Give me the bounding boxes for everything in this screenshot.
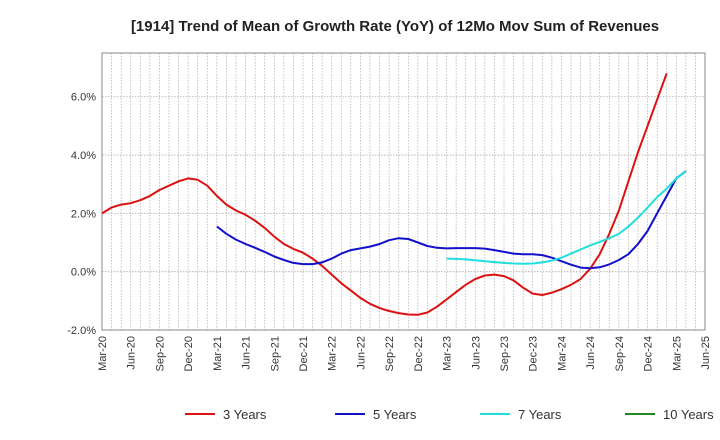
x-tick-label: Dec-24 bbox=[643, 336, 655, 371]
y-axis: -2.0% 0.0% 2.0% 4.0% 6.0% bbox=[67, 92, 96, 337]
y-tick-label: -2.0% bbox=[67, 325, 96, 337]
x-tick-label: Mar-25 bbox=[671, 336, 683, 371]
x-tick-label: Mar-23 bbox=[442, 336, 454, 371]
x-tick-label: Dec-21 bbox=[298, 336, 310, 371]
x-tick-label: Mar-22 bbox=[327, 336, 339, 371]
y-tick-label: 4.0% bbox=[71, 150, 96, 162]
series-line-5-years bbox=[216, 170, 687, 270]
legend-label: 7 Years bbox=[518, 407, 562, 422]
x-tick-label: Jun-21 bbox=[241, 336, 253, 370]
x-tick-label: Mar-20 bbox=[97, 336, 109, 371]
x-tick-label: Dec-22 bbox=[413, 336, 425, 371]
legend: 3 Years 5 Years 7 Years 10 Years bbox=[185, 407, 714, 422]
x-tick-label: Jun-20 bbox=[126, 336, 138, 370]
x-tick-label: Jun-22 bbox=[355, 336, 367, 370]
legend-label: 10 Years bbox=[663, 407, 714, 422]
x-tick-label: Dec-20 bbox=[183, 336, 195, 371]
x-tick-label: Jun-25 bbox=[700, 336, 712, 370]
legend-label: 3 Years bbox=[223, 407, 267, 422]
x-tick-label: Mar-24 bbox=[556, 336, 568, 371]
series-layer bbox=[101, 73, 687, 316]
x-tick-label: Sep-20 bbox=[154, 336, 166, 371]
grid-layer bbox=[102, 53, 705, 331]
series-line-3-years bbox=[101, 73, 668, 316]
series-line-7-years bbox=[446, 170, 687, 265]
x-tick-label: Sep-23 bbox=[499, 336, 511, 371]
x-tick-label: Jun-23 bbox=[470, 336, 482, 370]
plot-frame bbox=[101, 52, 706, 331]
y-tick-label: 0.0% bbox=[71, 267, 96, 279]
legend-label: 5 Years bbox=[373, 407, 417, 422]
y-tick-label: 2.0% bbox=[71, 208, 96, 220]
chart-title: [1914] Trend of Mean of Growth Rate (YoY… bbox=[131, 18, 659, 35]
x-axis: Mar-20 Jun-20 Sep-20 Dec-20 Mar-21 Jun-21 Sep-… bbox=[97, 336, 712, 371]
x-tick-label: Jun-24 bbox=[585, 336, 597, 370]
x-tick-label: Dec-23 bbox=[528, 336, 540, 371]
x-tick-label: Sep-21 bbox=[269, 336, 281, 371]
x-tick-label: Sep-22 bbox=[384, 336, 396, 371]
y-tick-label: 6.0% bbox=[71, 92, 96, 104]
x-tick-label: Sep-24 bbox=[614, 336, 626, 371]
x-tick-label: Mar-21 bbox=[212, 336, 224, 371]
